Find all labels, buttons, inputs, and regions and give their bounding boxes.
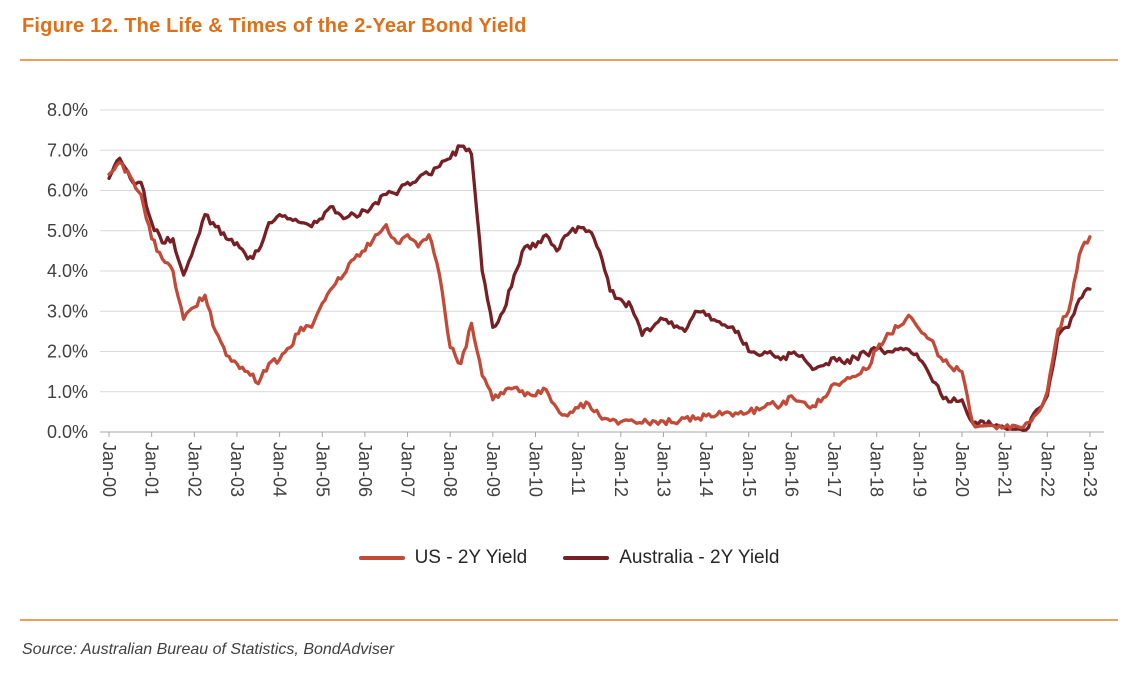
bond-yield-line-chart: 0.0% 1.0% 2.0% 3.0% 4.0% 5.0% 6.0% 7.0% 8.0% Jan-… [47, 100, 1104, 497]
x-tick-label: Jan-18 [867, 442, 887, 497]
source-note: Source: Australian Bureau of Statistics,… [22, 641, 395, 658]
x-tick-label: Jan-13 [653, 442, 673, 497]
legend-label-us: US - 2Y Yield [414, 547, 528, 568]
x-tick-label: Jan-19 [909, 442, 929, 497]
x-tick-label: Jan-20 [952, 442, 972, 497]
x-tick-label: Jan-22 [1037, 442, 1057, 497]
x-tick-label: Jan-16 [781, 442, 801, 497]
x-tick-label: Jan-00 [99, 442, 119, 497]
legend-line-swatch-us [358, 556, 405, 560]
x-tick-label: Jan-03 [227, 442, 247, 497]
x-tick-label: Jan-05 [312, 442, 332, 497]
x-tick-label: Jan-10 [526, 442, 546, 497]
series-line-australia [107, 144, 1092, 432]
y-tick-label: 2.0% [47, 342, 88, 362]
legend-label-australia: Australia - 2Y Yield [619, 547, 780, 568]
chart-legend: US - 2Y Yield Australia - 2Y Yield [0, 547, 1138, 569]
y-tick-label: 3.0% [47, 301, 88, 321]
x-tick-label: Jan-21 [995, 442, 1015, 497]
series-line-us [107, 160, 1092, 431]
y-tick-label: 1.0% [47, 382, 88, 402]
y-tick-label: 8.0% [47, 100, 88, 120]
legend-item-us: US - 2Y Yield [358, 547, 528, 569]
legend-line-swatch-australia [563, 556, 610, 560]
figure-title: Figure 12. The Life & Times of the 2-Yea… [22, 15, 527, 37]
x-tick-label: Jan-04 [270, 442, 290, 497]
x-tick-label: Jan-01 [142, 442, 162, 497]
y-tick-label: 4.0% [47, 261, 88, 281]
y-tick-label: 7.0% [47, 140, 88, 160]
x-tick-label: Jan-08 [440, 442, 460, 497]
y-tick-label: 6.0% [47, 181, 88, 201]
x-tick-label: Jan-15 [739, 442, 759, 497]
x-tick-label: Jan-02 [184, 442, 204, 497]
x-tick-label: Jan-09 [483, 442, 503, 497]
legend-item-australia: Australia - 2Y Yield [563, 547, 779, 569]
x-tick-label: Jan-14 [696, 442, 716, 497]
x-tick-label: Jan-07 [398, 442, 418, 497]
x-tick-label: Jan-23 [1080, 442, 1100, 497]
x-tick-label: Jan-17 [824, 442, 844, 497]
y-tick-label: 5.0% [47, 221, 88, 241]
top-divider [20, 59, 1118, 61]
x-tick-label: Jan-11 [568, 442, 588, 496]
x-tick-label: Jan-06 [355, 442, 375, 497]
x-tick-label: Jan-12 [611, 442, 631, 497]
y-tick-label: 0.0% [47, 422, 88, 442]
bottom-divider [20, 619, 1118, 621]
